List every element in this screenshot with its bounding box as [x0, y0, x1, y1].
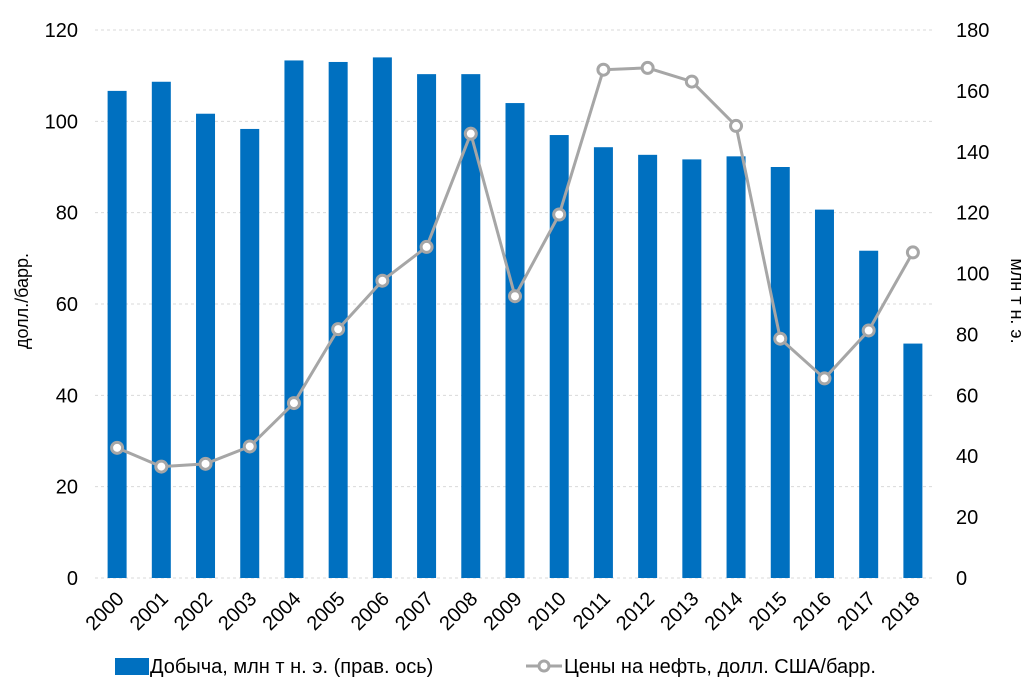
x-tick-label: 2010 [524, 588, 571, 635]
left-tick-label: 40 [56, 385, 78, 407]
bar [638, 154, 658, 579]
x-tick-label: 2002 [170, 588, 217, 635]
price-point [905, 245, 920, 260]
price-point [861, 323, 876, 338]
bar [107, 90, 127, 578]
price-point [331, 322, 346, 337]
left-tick-label: 60 [56, 294, 78, 316]
bar [682, 159, 702, 578]
price-point [640, 60, 655, 75]
x-tick-label: 2007 [391, 588, 438, 635]
right-tick-label: 140 [956, 142, 989, 164]
left-tick-label: 0 [67, 568, 78, 590]
price-point [817, 371, 832, 386]
bar [372, 57, 392, 578]
right-axis-ticks: 0 20 40 60 80 100 120 140 160 180 [956, 20, 989, 590]
bar [770, 167, 790, 578]
price-point [375, 273, 390, 288]
right-tick-label: 0 [956, 568, 967, 590]
bar [328, 61, 348, 578]
x-tick-label: 2012 [612, 588, 659, 635]
x-tick-label: 2001 [126, 588, 173, 635]
bar [417, 74, 437, 579]
bar [593, 147, 613, 578]
price-point [552, 207, 567, 222]
left-axis-title: долл./барр. [12, 253, 32, 349]
legend-bar-label: Добыча, млн т н. э. (прав. ось) [150, 656, 433, 678]
x-tick-label: 2018 [877, 588, 924, 635]
right-tick-label: 100 [956, 264, 989, 286]
x-tick-label: 2011 [569, 588, 615, 634]
x-tick-label: 2009 [480, 588, 527, 635]
price-point [596, 62, 611, 77]
price-point [242, 439, 257, 454]
right-tick-label: 180 [956, 20, 989, 42]
price-point [110, 440, 125, 455]
price-point [773, 331, 788, 346]
left-tick-label: 100 [45, 111, 78, 133]
right-tick-label: 60 [956, 385, 978, 407]
legend-line-label: Цены на нефть, долл. США/барр. [564, 656, 876, 678]
x-tick-label: 2016 [789, 588, 836, 635]
right-axis-title: млн т н. э. [1007, 258, 1027, 343]
x-tick-label: 2014 [701, 588, 748, 635]
bar [284, 60, 304, 578]
legend-bar-swatch [115, 658, 149, 675]
right-tick-label: 20 [956, 507, 978, 529]
bar-series [107, 57, 923, 579]
right-tick-label: 40 [956, 446, 978, 468]
right-tick-label: 120 [956, 203, 989, 225]
x-tick-label: 2000 [82, 588, 129, 635]
x-tick-label: 2006 [347, 588, 394, 635]
legend-line-marker [537, 659, 551, 673]
price-point [729, 118, 744, 133]
bar [196, 113, 216, 578]
x-tick-label: 2017 [833, 588, 880, 635]
price-point [463, 126, 478, 141]
left-tick-label: 80 [56, 203, 78, 225]
x-tick-label: 2015 [745, 588, 792, 635]
price-point [508, 289, 522, 304]
bar [903, 343, 923, 578]
bar [814, 209, 834, 578]
x-tick-label: 2005 [303, 588, 350, 635]
price-point [419, 239, 434, 254]
x-tick-label: 2008 [435, 588, 482, 635]
right-tick-label: 80 [956, 324, 978, 346]
bar [240, 128, 260, 578]
right-tick-label: 160 [956, 81, 989, 103]
x-tick-label: 2004 [258, 588, 305, 635]
x-axis-ticks: 2000200120022003200420052006200720082009… [82, 588, 925, 635]
bar [549, 135, 569, 579]
bar [505, 103, 525, 579]
price-point [684, 74, 699, 89]
bar [461, 74, 481, 579]
bar [151, 81, 171, 578]
price-point [286, 396, 301, 411]
left-axis-ticks: 0 20 40 60 80 100 120 [45, 20, 78, 590]
price-point [154, 459, 169, 474]
bar [859, 250, 879, 578]
left-tick-label: 20 [56, 477, 78, 499]
line-series [110, 60, 920, 474]
x-tick-label: 2003 [214, 588, 261, 635]
legend: Добыча, млн т н. э. (прав. ось) Цены на … [115, 656, 876, 678]
bar [726, 156, 746, 578]
x-tick-label: 2013 [656, 588, 703, 635]
price-point [198, 456, 213, 471]
left-tick-label: 120 [45, 20, 78, 42]
